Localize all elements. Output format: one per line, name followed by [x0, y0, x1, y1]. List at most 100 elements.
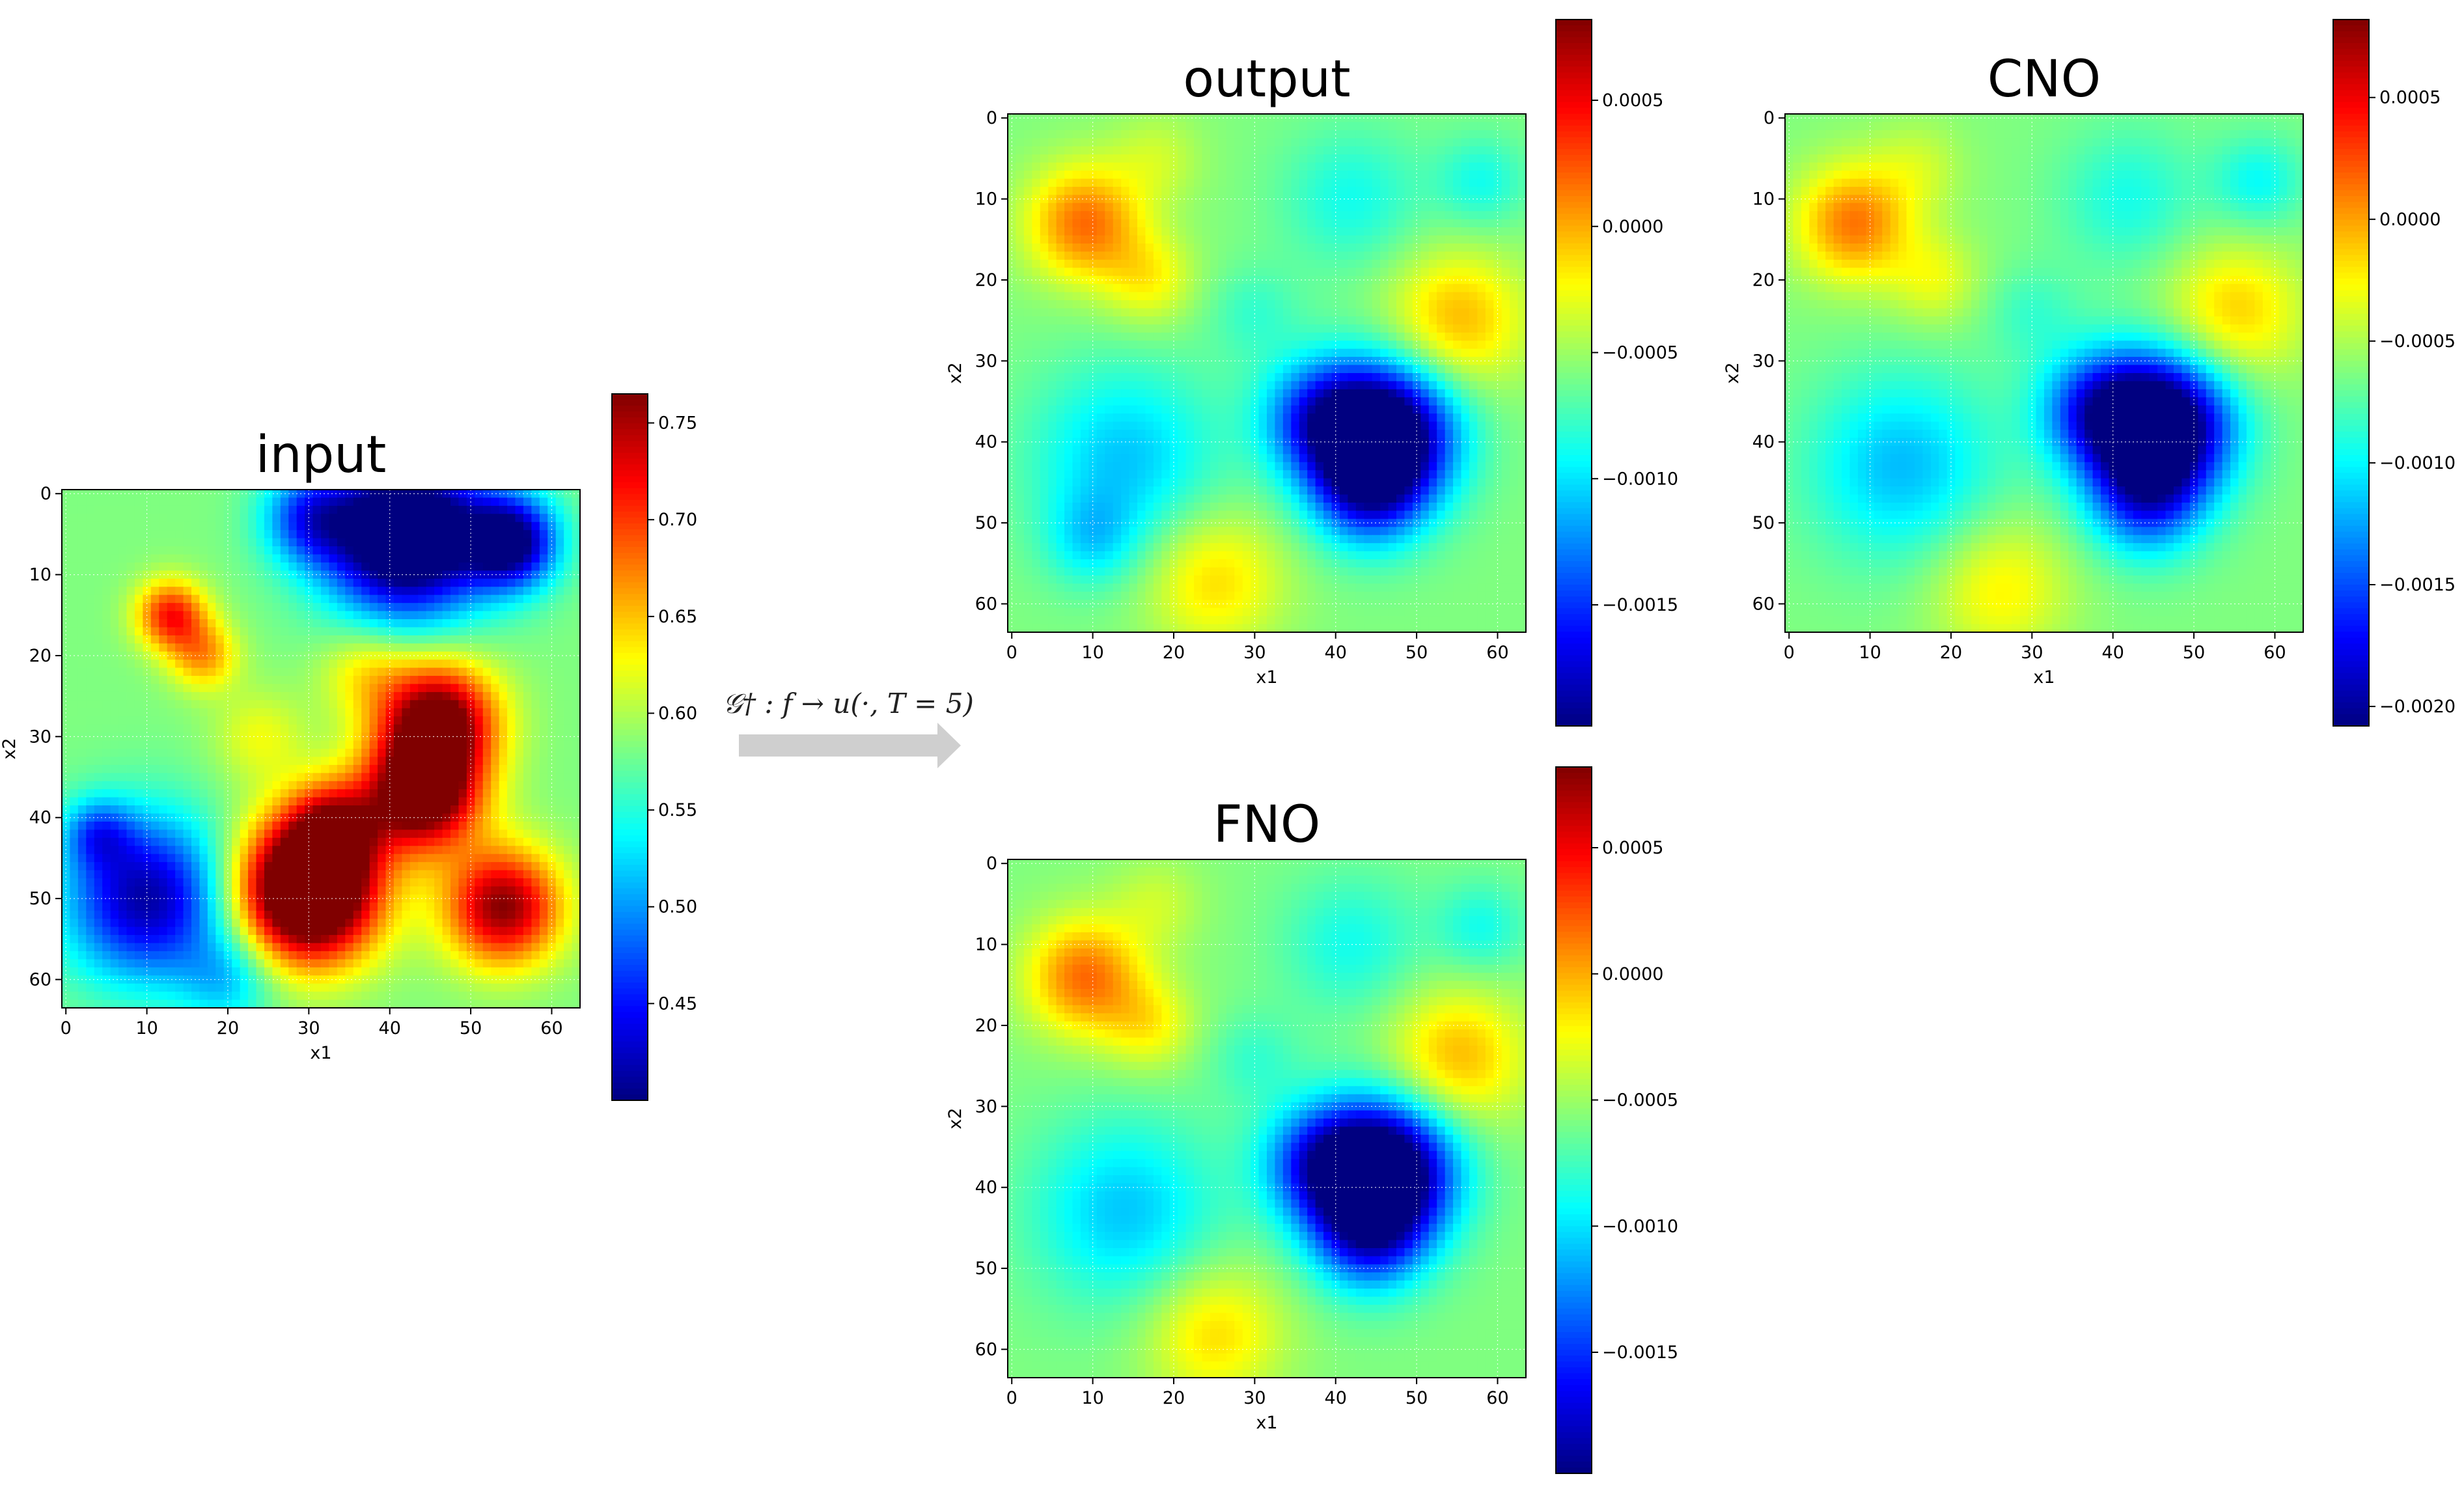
heatmap-cell [434, 660, 443, 668]
heatmap-cell [458, 992, 467, 1000]
heatmap-cell [483, 886, 491, 895]
heatmap-cell [127, 716, 135, 725]
heatmap-cell [378, 959, 386, 967]
heatmap-cell [208, 959, 216, 967]
heatmap-cell [1032, 138, 1040, 146]
heatmap-cell [264, 595, 273, 604]
heatmap-cell [329, 497, 337, 506]
heatmap-cell [572, 822, 581, 830]
heatmap-cell [572, 530, 581, 538]
y-tick-label: 0 [40, 484, 51, 504]
heatmap-cell [337, 927, 346, 936]
heatmap-cell [321, 911, 329, 919]
heatmap-cell [378, 595, 386, 604]
heatmap-cell [443, 959, 451, 967]
heatmap-cell [288, 506, 297, 514]
colorbar-band [612, 482, 648, 489]
heatmap-cell [361, 829, 370, 838]
heatmap-cell [102, 902, 111, 911]
heatmap-cell [272, 878, 281, 887]
heatmap-cell [523, 563, 532, 571]
heatmap-cell [184, 992, 192, 1000]
heatmap-cell [215, 643, 224, 652]
heatmap-cell [167, 619, 176, 628]
heatmap-cell [370, 992, 378, 1000]
heatmap-cell [240, 822, 249, 830]
heatmap-cell [215, 530, 224, 538]
heatmap-cell [564, 919, 572, 927]
heatmap-cell [1291, 179, 1299, 188]
heatmap-cell [507, 708, 516, 717]
heatmap-cell [135, 708, 143, 717]
heatmap-cell [564, 546, 572, 555]
heatmap-cell [111, 805, 119, 814]
heatmap-cell [1048, 146, 1057, 155]
heatmap-cell [450, 619, 459, 628]
heatmap-cell [159, 692, 167, 701]
heatmap-cell [111, 911, 119, 919]
heatmap-cell [111, 902, 119, 911]
heatmap-cell [418, 959, 426, 967]
heatmap-cell [1040, 154, 1049, 163]
heatmap-cell [1404, 195, 1413, 203]
heatmap-cell [167, 911, 176, 919]
heatmap-cell [572, 781, 581, 790]
heatmap-cell [491, 692, 499, 701]
heatmap-cell [345, 902, 353, 911]
heatmap-cell [191, 781, 200, 790]
heatmap-cell [1372, 171, 1381, 179]
heatmap-cell [127, 530, 135, 538]
heatmap-cell [232, 886, 240, 895]
heatmap-cell [167, 546, 176, 555]
heatmap-cell [353, 919, 362, 927]
heatmap-cell [426, 911, 435, 919]
x-tick-label: 50 [460, 1018, 482, 1038]
heatmap-cell [135, 992, 143, 1000]
heatmap-cell [450, 643, 459, 652]
colorbar-band [612, 941, 648, 948]
heatmap-cell [86, 984, 94, 992]
heatmap-cell [151, 886, 159, 895]
heatmap-cell [572, 652, 581, 660]
heatmap-cell [345, 563, 353, 571]
heatmap-cell [353, 846, 362, 854]
heatmap-cell [86, 919, 94, 927]
heatmap-cell [394, 603, 402, 611]
heatmap-cell [248, 781, 256, 790]
heatmap-cell [450, 878, 459, 887]
heatmap-cell [499, 619, 508, 628]
heatmap-cell [102, 611, 111, 620]
heatmap-cell [564, 643, 572, 652]
heatmap-cell [297, 943, 305, 952]
heatmap-cell [313, 846, 322, 854]
heatmap-cell [240, 943, 249, 952]
heatmap-cell [1057, 146, 1065, 155]
heatmap-cell [410, 563, 419, 571]
heatmap-cell [191, 643, 200, 652]
heatmap-cell [281, 829, 289, 838]
heatmap-cell [394, 805, 402, 814]
heatmap-cell [232, 732, 240, 741]
heatmap-cell [1348, 163, 1356, 171]
heatmap-cell [370, 773, 378, 781]
heatmap-cell [1202, 130, 1211, 139]
heatmap-cell [410, 805, 419, 814]
heatmap-cell [240, 506, 249, 514]
heatmap-cell [62, 555, 70, 563]
heatmap-cell [272, 862, 281, 870]
heatmap-cell [443, 829, 451, 838]
heatmap-cell [256, 984, 265, 992]
heatmap-cell [345, 708, 353, 717]
heatmap-cell [402, 692, 410, 701]
heatmap-cell [531, 538, 540, 547]
heatmap-cell [426, 595, 435, 604]
heatmap-cell [378, 862, 386, 870]
heatmap-cell [232, 570, 240, 579]
heatmap-cell [434, 967, 443, 976]
heatmap-cell [353, 732, 362, 741]
heatmap-cell [329, 708, 337, 717]
heatmap-cell [329, 684, 337, 693]
heatmap-cell [256, 765, 265, 773]
heatmap-cell [491, 967, 499, 976]
heatmap-cell [1048, 130, 1057, 139]
